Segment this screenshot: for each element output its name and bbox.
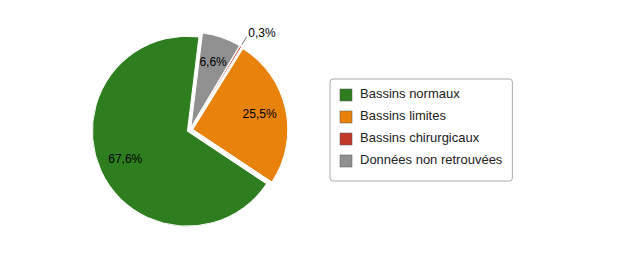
- slices: [92, 33, 287, 226]
- data-label: 0,3%: [248, 26, 276, 40]
- chart: 67,6%25,5%0,3%6,6%Bassins normauxBassins…: [0, 0, 631, 256]
- pie-slice: [193, 49, 288, 182]
- legend-box: [330, 79, 512, 181]
- data-label: 25,5%: [243, 107, 277, 121]
- data-labels: 67,6% 25,5% 0,3% 6,6%: [108, 26, 277, 166]
- data-label: 67,6%: [108, 152, 142, 166]
- pie-slice: [191, 33, 240, 127]
- legend-swatch: [340, 133, 352, 145]
- legend-label: Bassins limites: [360, 108, 446, 123]
- legend-label: Données non retrouvées: [360, 152, 503, 167]
- legend: Bassins normaux Bassins limites Bassins ch…: [330, 79, 512, 181]
- legend-swatch: [340, 111, 352, 123]
- legend-label: Bassins chirurgicaux: [360, 130, 480, 145]
- legend-label: Bassins normaux: [360, 86, 460, 101]
- chart-container: 67,6%25,5%0,3%6,6%Bassins normauxBassins…: [0, 0, 631, 256]
- legend-swatch: [340, 89, 352, 101]
- leader-line: [242, 37, 247, 45]
- data-label: 6,6%: [199, 55, 227, 69]
- legend-swatch: [340, 155, 352, 167]
